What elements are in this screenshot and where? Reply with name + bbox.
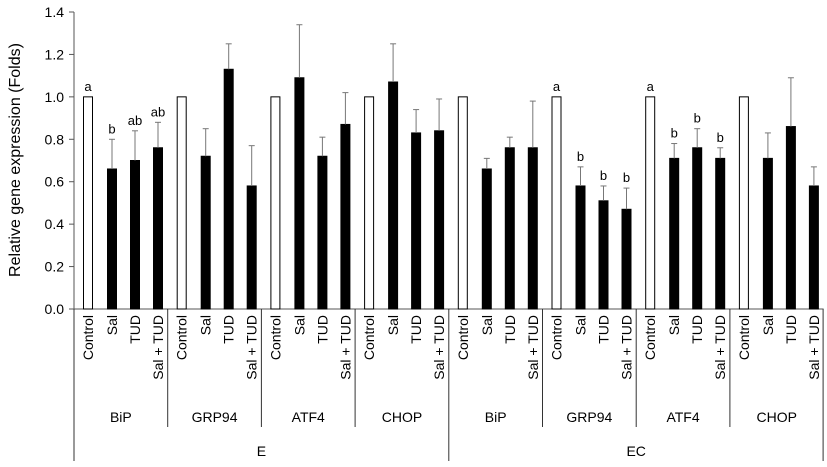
- treatment-label: Sal + TUD: [337, 315, 353, 380]
- treatment-label: Control: [455, 315, 471, 360]
- bar-tud: [317, 155, 328, 310]
- treatment-label: Control: [549, 315, 565, 360]
- gene-label: ATF4: [666, 409, 699, 425]
- bar-sal-tud: [808, 185, 819, 310]
- treatment-label: Control: [174, 315, 190, 360]
- treatment-label: Sal + TUD: [431, 315, 447, 380]
- significance-letter: a: [647, 79, 655, 94]
- bar-sal-tud: [434, 130, 445, 310]
- treatment-label: Sal + TUD: [525, 315, 541, 380]
- treatment-label: Sal: [198, 315, 214, 335]
- gene-label: ATF4: [292, 409, 325, 425]
- significance-letter: a: [84, 79, 92, 94]
- bar-sal-tud: [715, 157, 726, 310]
- y-tick-label: 0.4: [45, 216, 65, 232]
- y-tick-label: 0.6: [45, 174, 65, 190]
- treatment-label: TUD: [689, 315, 705, 344]
- gene-label: CHOP: [382, 409, 422, 425]
- bar-tud: [130, 160, 140, 310]
- treatment-label: Control: [642, 315, 658, 360]
- significance-letter: b: [108, 121, 115, 136]
- treatment-label: Control: [361, 315, 377, 360]
- treatment-label: TUD: [408, 315, 424, 344]
- condition-label: EC: [626, 443, 645, 459]
- bar-sal: [107, 168, 117, 310]
- significance-letter: ab: [128, 113, 142, 128]
- treatment-label: Sal: [573, 315, 589, 335]
- treatment-label: Sal: [760, 315, 776, 335]
- treatment-label: Sal + TUD: [806, 315, 822, 380]
- treatment-label: TUD: [502, 315, 518, 344]
- gene-label: CHOP: [757, 409, 797, 425]
- y-axis-label: Relative gene expression (Folds): [7, 43, 24, 277]
- y-tick-label: 1.4: [45, 4, 65, 20]
- y-tick-label: 0.2: [45, 259, 65, 275]
- bar-sal-tud: [527, 147, 538, 310]
- bar-control: [457, 96, 468, 310]
- treatment-label: TUD: [221, 315, 237, 344]
- bar-sal: [200, 155, 211, 310]
- treatment-label: TUD: [783, 315, 799, 344]
- treatment-label: TUD: [596, 315, 612, 344]
- bar-control: [364, 96, 375, 310]
- y-tick-label: 1.2: [45, 46, 65, 62]
- bar-sal: [762, 157, 773, 310]
- significance-letter: ab: [151, 104, 165, 119]
- bar-sal-tud: [621, 208, 632, 310]
- bar-tud: [411, 132, 422, 310]
- bar-tud: [598, 200, 609, 310]
- treatment-label: Control: [80, 315, 96, 360]
- condition-label: E: [257, 443, 266, 459]
- significance-letter: b: [577, 149, 584, 164]
- bar-control: [738, 96, 749, 310]
- significance-letter: b: [623, 170, 630, 185]
- treatment-label: TUD: [314, 315, 330, 344]
- treatment-label: Sal + TUD: [619, 315, 635, 380]
- treatment-label: Sal: [479, 315, 495, 335]
- significance-letter: b: [671, 126, 678, 141]
- bar-control: [551, 96, 562, 310]
- bar-sal: [669, 157, 680, 310]
- bar-control: [645, 96, 656, 310]
- treatment-label: Sal: [104, 315, 120, 335]
- significance-letter: b: [717, 130, 724, 145]
- y-tick-label: 1.0: [45, 89, 65, 105]
- y-tick-label: 0.8: [45, 131, 65, 147]
- gene-label: GRP94: [192, 409, 238, 425]
- bar-tud: [785, 126, 796, 310]
- bar-sal: [481, 168, 492, 310]
- bar-sal-tud: [340, 123, 351, 310]
- gene-label: GRP94: [566, 409, 612, 425]
- bar-tud: [223, 68, 234, 310]
- significance-letter: a: [553, 79, 561, 94]
- bar-tud: [504, 147, 515, 310]
- treatment-label: Sal: [385, 315, 401, 335]
- treatment-label: Sal + TUD: [244, 315, 260, 380]
- bar-control: [270, 96, 281, 310]
- bar-sal-tud: [153, 147, 163, 310]
- treatment-label: Control: [736, 315, 752, 360]
- significance-letter: b: [694, 111, 701, 126]
- treatment-label: Sal: [291, 315, 307, 335]
- gene-label: BiP: [485, 409, 507, 425]
- treatment-label: TUD: [127, 315, 143, 344]
- treatment-label: Sal + TUD: [712, 315, 728, 380]
- bar-sal: [575, 185, 586, 310]
- bar-sal: [294, 77, 305, 310]
- significance-letter: b: [600, 168, 607, 183]
- treatment-label: Sal: [666, 315, 682, 335]
- treatment-label: Control: [267, 315, 283, 360]
- bar-tud: [692, 147, 703, 310]
- bar-sal-tud: [246, 185, 257, 310]
- bar-sal: [388, 81, 399, 310]
- x-labels: Control Sal TUD Sal + TUD BiP Control Sal TUD Sa…: [80, 315, 822, 459]
- bar-control: [176, 96, 187, 310]
- bar-control: [83, 96, 93, 310]
- gene-label: BiP: [110, 409, 132, 425]
- treatment-label: Sal + TUD: [150, 315, 166, 380]
- y-tick-label: 0.0: [45, 301, 65, 317]
